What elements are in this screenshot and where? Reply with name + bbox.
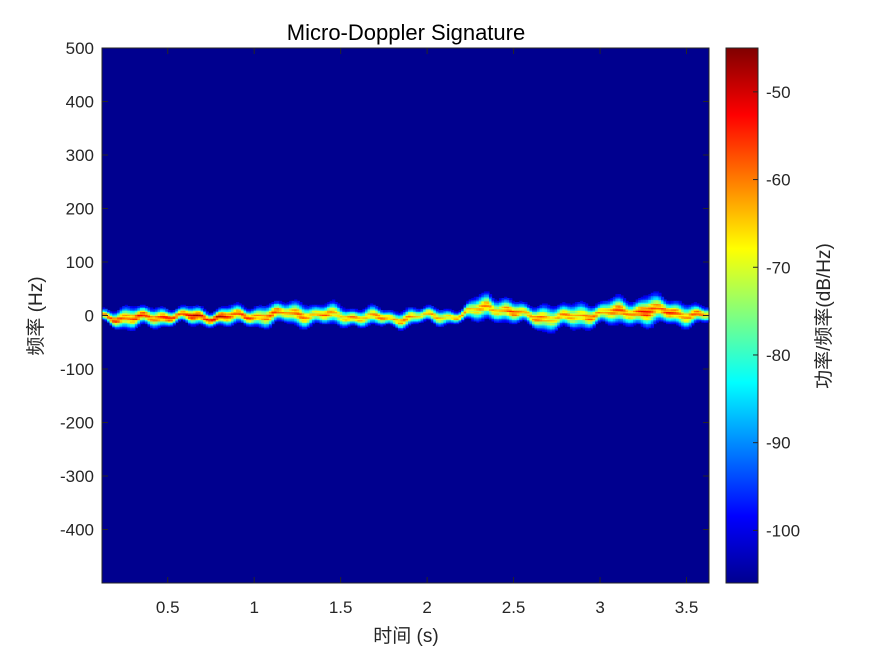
y-tick-label: -100 [60,360,94,379]
heatmap-cell [378,307,381,309]
heatmap-cell [489,294,492,296]
heatmap-cell [203,309,206,311]
colorbar-gradient [726,48,758,583]
heatmap-cell [524,302,527,304]
heatmap-cell [241,305,244,307]
heatmap-cell [661,297,664,299]
heatmap-cell [486,291,489,293]
y-tick-label: 300 [66,146,94,165]
colorbar-tick-label: -80 [766,346,791,365]
y-axis-label: 频率 (Hz) [25,276,47,355]
colorbar-tick-label: -70 [766,258,791,277]
colorbar-ticks: -50 -60 -70 -80 -90 -100 [753,83,800,541]
x-tick-label: 1 [249,598,258,617]
heatmap-cell [509,298,512,300]
heatmap-cell [620,295,623,297]
heatmap-cell [585,303,588,305]
x-tick-label: 2 [422,598,431,617]
colorbar-tick-label: -100 [766,521,800,540]
heatmap-cell [337,303,340,305]
colorbar-label: 功率/频率(dB/Hz) [813,243,835,389]
heatmap-cell [201,306,204,308]
heatmap-cell [658,293,661,295]
y-tick-label: 0 [85,307,94,326]
x-tick-label: 2.5 [502,598,526,617]
y-tick-label: -200 [60,414,94,433]
y-tick-label: 500 [66,39,94,58]
heatmap-cell [679,301,682,303]
x-tick-label: 3.5 [675,598,699,617]
y-tick-label: 100 [66,253,94,272]
heatmap-cell [623,298,626,300]
y-tick-label: -400 [60,521,94,540]
x-tick-label: 3 [595,598,604,617]
colorbar-tick-label: -90 [766,434,791,453]
y-tick-label: -300 [60,467,94,486]
colorbar-tick-label: -60 [766,171,791,190]
colorbar: -50 -60 -70 -80 -90 -100 功率/频率(dB/Hz) [726,48,835,583]
x-tick-label: 0.5 [156,598,180,617]
heatmap-cell [332,299,335,301]
chart-title: Micro-Doppler Signature [287,20,525,45]
x-axis-label: 时间 (s) [373,625,438,647]
plot-area: 0.5 1 1.5 2 2.5 3 3.5 500 400 300 200 100 0 -100 -200… [60,39,710,617]
y-tick-label: 400 [66,93,94,112]
colorbar-tick-label: -50 [766,83,791,102]
x-tick-label: 1.5 [329,598,353,617]
heatmap-cell [299,302,302,304]
y-tick-label: 200 [66,200,94,219]
